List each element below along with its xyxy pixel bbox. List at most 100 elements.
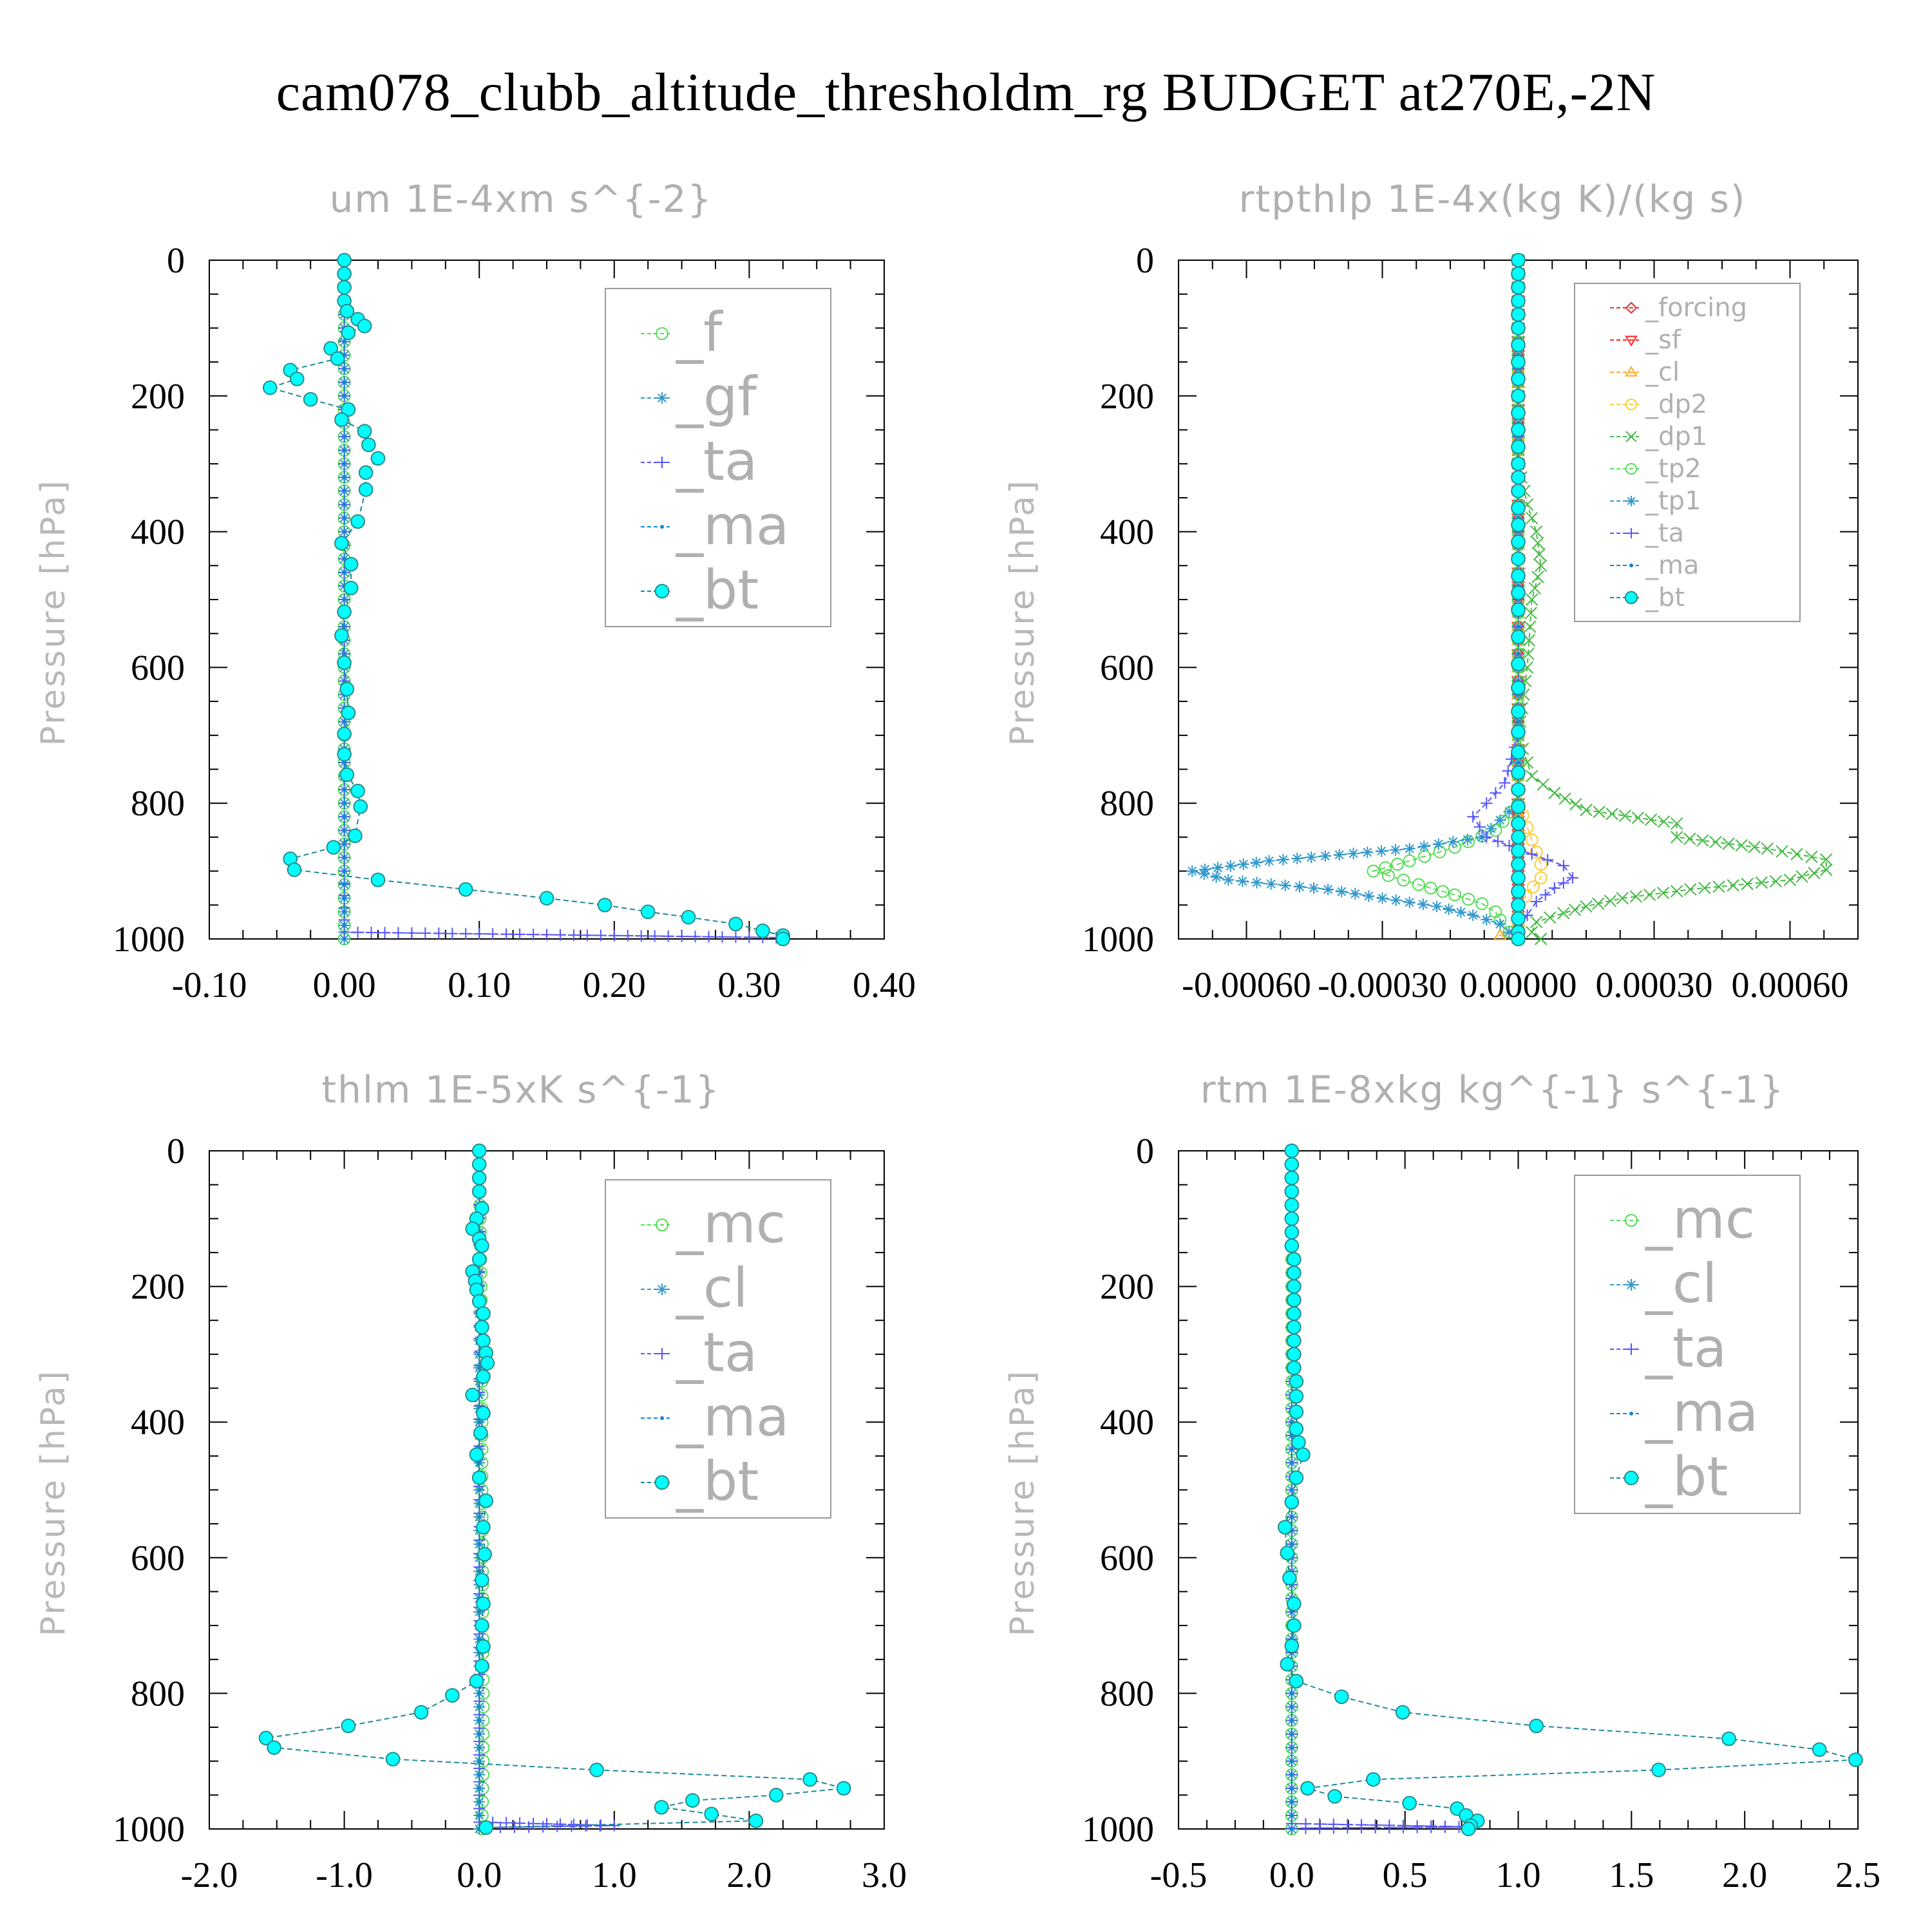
- y-tick-label: 1000: [113, 1810, 185, 1850]
- data-point: [703, 931, 715, 943]
- data-point: [1511, 266, 1526, 281]
- legend: _f_gf_ta_ma_bt: [605, 288, 831, 627]
- data-point: [1327, 1822, 1340, 1834]
- data-point: [1417, 898, 1429, 911]
- data-point: [1395, 1705, 1410, 1720]
- data-point: [1277, 853, 1289, 866]
- data-point: [1198, 868, 1210, 880]
- legend-label: _ta: [1645, 1316, 1727, 1379]
- x-tick-label: -0.10: [172, 965, 247, 1005]
- chart-panel-4: rtm 1E-8xkg kg^{-1} s^{-1} Pressure [hPa]…: [1003, 1068, 1880, 1895]
- panel-title: rtpthlp 1E-4x(kg K)/(kg s): [1239, 177, 1747, 221]
- panel-title: rtm 1E-8xkg kg^{-1} s^{-1}: [1200, 1068, 1785, 1112]
- data-point: [1520, 756, 1534, 769]
- data-point: [343, 580, 359, 596]
- data-point: [1557, 860, 1569, 872]
- data-point: [1455, 906, 1467, 918]
- data-point: [477, 1786, 482, 1790]
- data-point: [1279, 879, 1291, 891]
- data-point: [446, 927, 459, 940]
- data-point: [342, 882, 346, 887]
- data-point: [597, 897, 612, 913]
- data-point: [1289, 1674, 1304, 1689]
- data-point: [342, 842, 346, 846]
- legend-label: _tp2: [1645, 454, 1701, 484]
- data-point: [1289, 1405, 1304, 1419]
- x-tick-label: 3.0: [862, 1855, 907, 1895]
- data-point: [342, 516, 346, 520]
- data-point: [1284, 1197, 1300, 1213]
- legend-label: _mc: [676, 1192, 786, 1255]
- data-point: [1534, 858, 1548, 871]
- y-tick-label: 1000: [113, 920, 185, 960]
- data-point: [836, 1781, 851, 1796]
- data-point: [1430, 900, 1443, 913]
- data-point: [477, 1547, 492, 1562]
- data-point: [1526, 848, 1538, 860]
- data-point: [471, 1143, 487, 1159]
- data-point: [1820, 853, 1833, 866]
- data-point: [342, 598, 346, 601]
- data-point: [608, 1819, 620, 1832]
- data-point: [1481, 913, 1493, 925]
- series-bt: [1511, 252, 1526, 947]
- legend-marker: [1625, 301, 1638, 314]
- y-tick-label: 400: [1100, 513, 1154, 553]
- x-tick-label: 0.30: [717, 965, 781, 1005]
- legend-label: _tp1: [1645, 486, 1701, 516]
- data-point: [379, 927, 391, 939]
- data-point: [1503, 926, 1515, 938]
- legend-marker: [656, 457, 668, 468]
- data-point: [1361, 846, 1374, 858]
- data-point: [1511, 602, 1526, 618]
- x-tick-label: 2.0: [726, 1855, 772, 1895]
- data-point: [342, 679, 346, 683]
- data-point: [1530, 846, 1543, 859]
- data-point: [1721, 1731, 1736, 1747]
- data-point: [480, 1356, 495, 1370]
- data-point: [775, 931, 791, 947]
- data-point: [289, 372, 305, 386]
- y-tick-label: 0: [1136, 241, 1154, 281]
- data-point: [330, 351, 345, 366]
- y-tick-label: 600: [131, 648, 185, 688]
- data-point: [341, 1718, 356, 1734]
- data-point: [342, 909, 346, 914]
- data-point: [341, 325, 356, 341]
- data-point: [342, 502, 346, 507]
- legend-marker: [1624, 1470, 1639, 1486]
- legend-marker: [654, 1475, 670, 1490]
- data-point: [1439, 1821, 1451, 1833]
- data-point: [465, 1387, 480, 1403]
- y-tick-label: 400: [131, 1403, 185, 1443]
- data-point: [342, 475, 346, 480]
- data-point: [1287, 1252, 1302, 1267]
- series-ta: [473, 1145, 620, 1833]
- y-tick-label: 800: [131, 1674, 185, 1714]
- data-point: [477, 1610, 482, 1615]
- data-point: [1447, 836, 1459, 848]
- data-point: [1511, 568, 1526, 583]
- data-point: [1525, 511, 1539, 525]
- data-point: [1397, 873, 1410, 887]
- data-point: [476, 1639, 491, 1654]
- x-tick-label: 0.00: [313, 965, 376, 1005]
- data-point: [1670, 885, 1683, 898]
- y-tick-label: 200: [1100, 1267, 1154, 1307]
- legend-label: _ta: [1645, 518, 1684, 548]
- y-axis-title: Pressure [hPa]: [34, 479, 73, 746]
- legend-label: _ma: [1645, 1381, 1758, 1444]
- data-point: [343, 556, 359, 572]
- data-point: [1511, 931, 1526, 947]
- data-point: [1511, 293, 1526, 308]
- data-point: [1511, 372, 1526, 386]
- data-point: [1403, 842, 1416, 855]
- data-point: [1511, 469, 1526, 485]
- data-point: [1296, 1447, 1311, 1463]
- data-point: [1511, 422, 1526, 437]
- data-point: [500, 928, 513, 940]
- legend-box: [605, 1179, 831, 1519]
- data-point: [1808, 867, 1821, 880]
- data-point: [1289, 1705, 1294, 1709]
- data-point: [478, 1493, 494, 1508]
